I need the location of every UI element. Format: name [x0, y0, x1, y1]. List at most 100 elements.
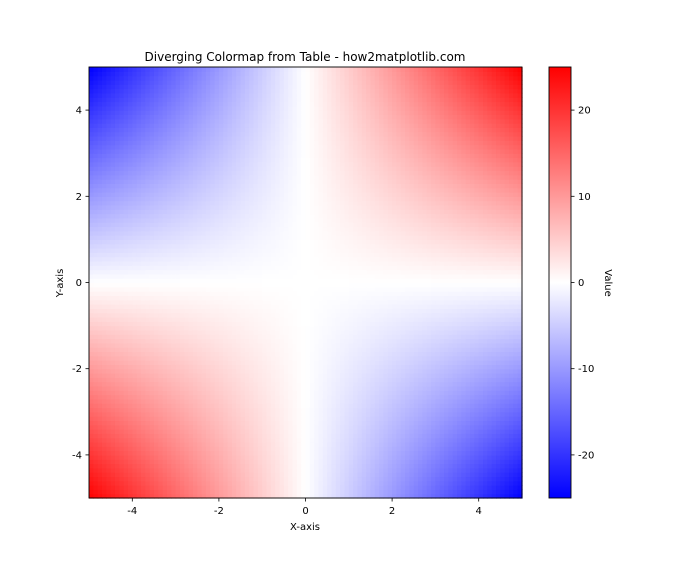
heatmap-cell: [244, 235, 250, 240]
heatmap-cell: [89, 209, 94, 215]
heatmap-cell: [119, 88, 125, 94]
heatmap-cell: [136, 101, 142, 107]
heatmap-cell: [110, 209, 116, 215]
heatmap-cell: [192, 381, 198, 387]
heatmap-cell: [136, 433, 142, 439]
heatmap-cell: [89, 213, 94, 219]
heatmap-cell: [210, 407, 216, 413]
heatmap-cell: [192, 437, 198, 443]
heatmap-cell: [240, 476, 246, 482]
heatmap-cell: [253, 381, 259, 387]
heatmap-cell: [101, 325, 107, 331]
heatmap-cell: [93, 299, 99, 305]
heatmap-cell: [205, 429, 211, 434]
heatmap-cell: [149, 282, 155, 288]
heatmap-cell: [266, 308, 272, 314]
heatmap-cell: [249, 114, 255, 120]
heatmap-cell: [301, 243, 307, 249]
heatmap-cell: [227, 204, 233, 210]
heatmap-cell: [184, 394, 190, 400]
heatmap-cell: [171, 446, 177, 452]
heatmap-cell: [184, 338, 190, 344]
heatmap-cell: [197, 191, 203, 197]
heatmap-cell: [97, 420, 103, 426]
heatmap-cell: [179, 377, 185, 383]
heatmap-cell: [106, 420, 112, 426]
heatmap-cell: [292, 105, 298, 111]
heatmap-cell: [244, 398, 250, 404]
heatmap-cell: [166, 217, 172, 223]
heatmap-cell: [240, 209, 246, 215]
heatmap-cell: [236, 463, 242, 469]
heatmap-cell: [301, 105, 307, 111]
heatmap-cell: [283, 398, 289, 404]
heatmap-cell: [184, 446, 190, 452]
heatmap-cell: [257, 200, 263, 206]
heatmap-cell: [171, 407, 177, 413]
heatmap-cell: [175, 467, 181, 473]
heatmap-cell: [257, 101, 263, 107]
heatmap-cell: [192, 299, 198, 305]
heatmap-cell: [244, 278, 250, 284]
heatmap-cell: [136, 489, 142, 495]
heatmap-cell: [210, 312, 216, 318]
heatmap-cell: [249, 79, 255, 85]
heatmap-cell: [132, 291, 138, 297]
heatmap-cell: [227, 321, 233, 327]
heatmap-cell: [249, 88, 255, 94]
heatmap-cell: [223, 299, 229, 305]
heatmap-cell: [114, 437, 120, 443]
heatmap-cell: [192, 472, 198, 478]
heatmap-cell: [175, 338, 181, 344]
heatmap-cell: [236, 299, 242, 305]
heatmap-cell: [149, 92, 155, 98]
heatmap-cell: [175, 304, 181, 309]
heatmap-cell: [123, 239, 129, 245]
heatmap-cell: [192, 92, 198, 98]
heatmap-cell: [184, 265, 190, 271]
heatmap-cell: [184, 420, 190, 426]
heatmap-cell: [123, 235, 129, 240]
heatmap-cell: [262, 485, 268, 490]
heatmap-cell: [279, 248, 285, 253]
heatmap-cell: [166, 403, 172, 409]
heatmap-cell: [153, 476, 159, 482]
heatmap-cell: [275, 351, 281, 357]
heatmap-cell: [188, 179, 194, 184]
heatmap-cell: [244, 355, 250, 361]
heatmap-cell: [153, 148, 159, 154]
heatmap-cell: [179, 441, 185, 447]
heatmap-cell: [171, 222, 177, 228]
heatmap-cell: [253, 373, 259, 378]
heatmap-cell: [257, 243, 263, 249]
heatmap-cell: [114, 166, 120, 172]
heatmap-cell: [119, 385, 125, 391]
heatmap-cell: [184, 347, 190, 353]
heatmap-cell: [171, 321, 177, 327]
heatmap-cell: [223, 140, 229, 146]
heatmap-cell: [158, 278, 164, 284]
heatmap-cell: [123, 88, 129, 94]
heatmap-cell: [197, 459, 203, 465]
heatmap-cell: [119, 222, 125, 228]
heatmap-cell: [214, 325, 220, 331]
heatmap-cell: [136, 291, 142, 297]
heatmap-cell: [171, 437, 177, 443]
heatmap-cell: [136, 140, 142, 146]
heatmap-cell: [140, 75, 146, 81]
heatmap-cell: [257, 403, 263, 409]
heatmap-cell: [218, 84, 224, 90]
heatmap-cell: [140, 304, 146, 309]
heatmap-cell: [127, 140, 133, 146]
heatmap-cell: [162, 334, 168, 340]
heatmap-cell: [257, 316, 263, 322]
heatmap-cell: [140, 295, 146, 301]
heatmap-cell: [136, 209, 142, 215]
heatmap-cell: [123, 381, 129, 387]
heatmap-cell: [93, 252, 99, 258]
heatmap-cell: [257, 368, 263, 374]
heatmap-cell: [266, 222, 272, 228]
heatmap-cell: [253, 239, 259, 245]
heatmap-cell: [97, 140, 103, 146]
heatmap-cell: [127, 217, 133, 223]
